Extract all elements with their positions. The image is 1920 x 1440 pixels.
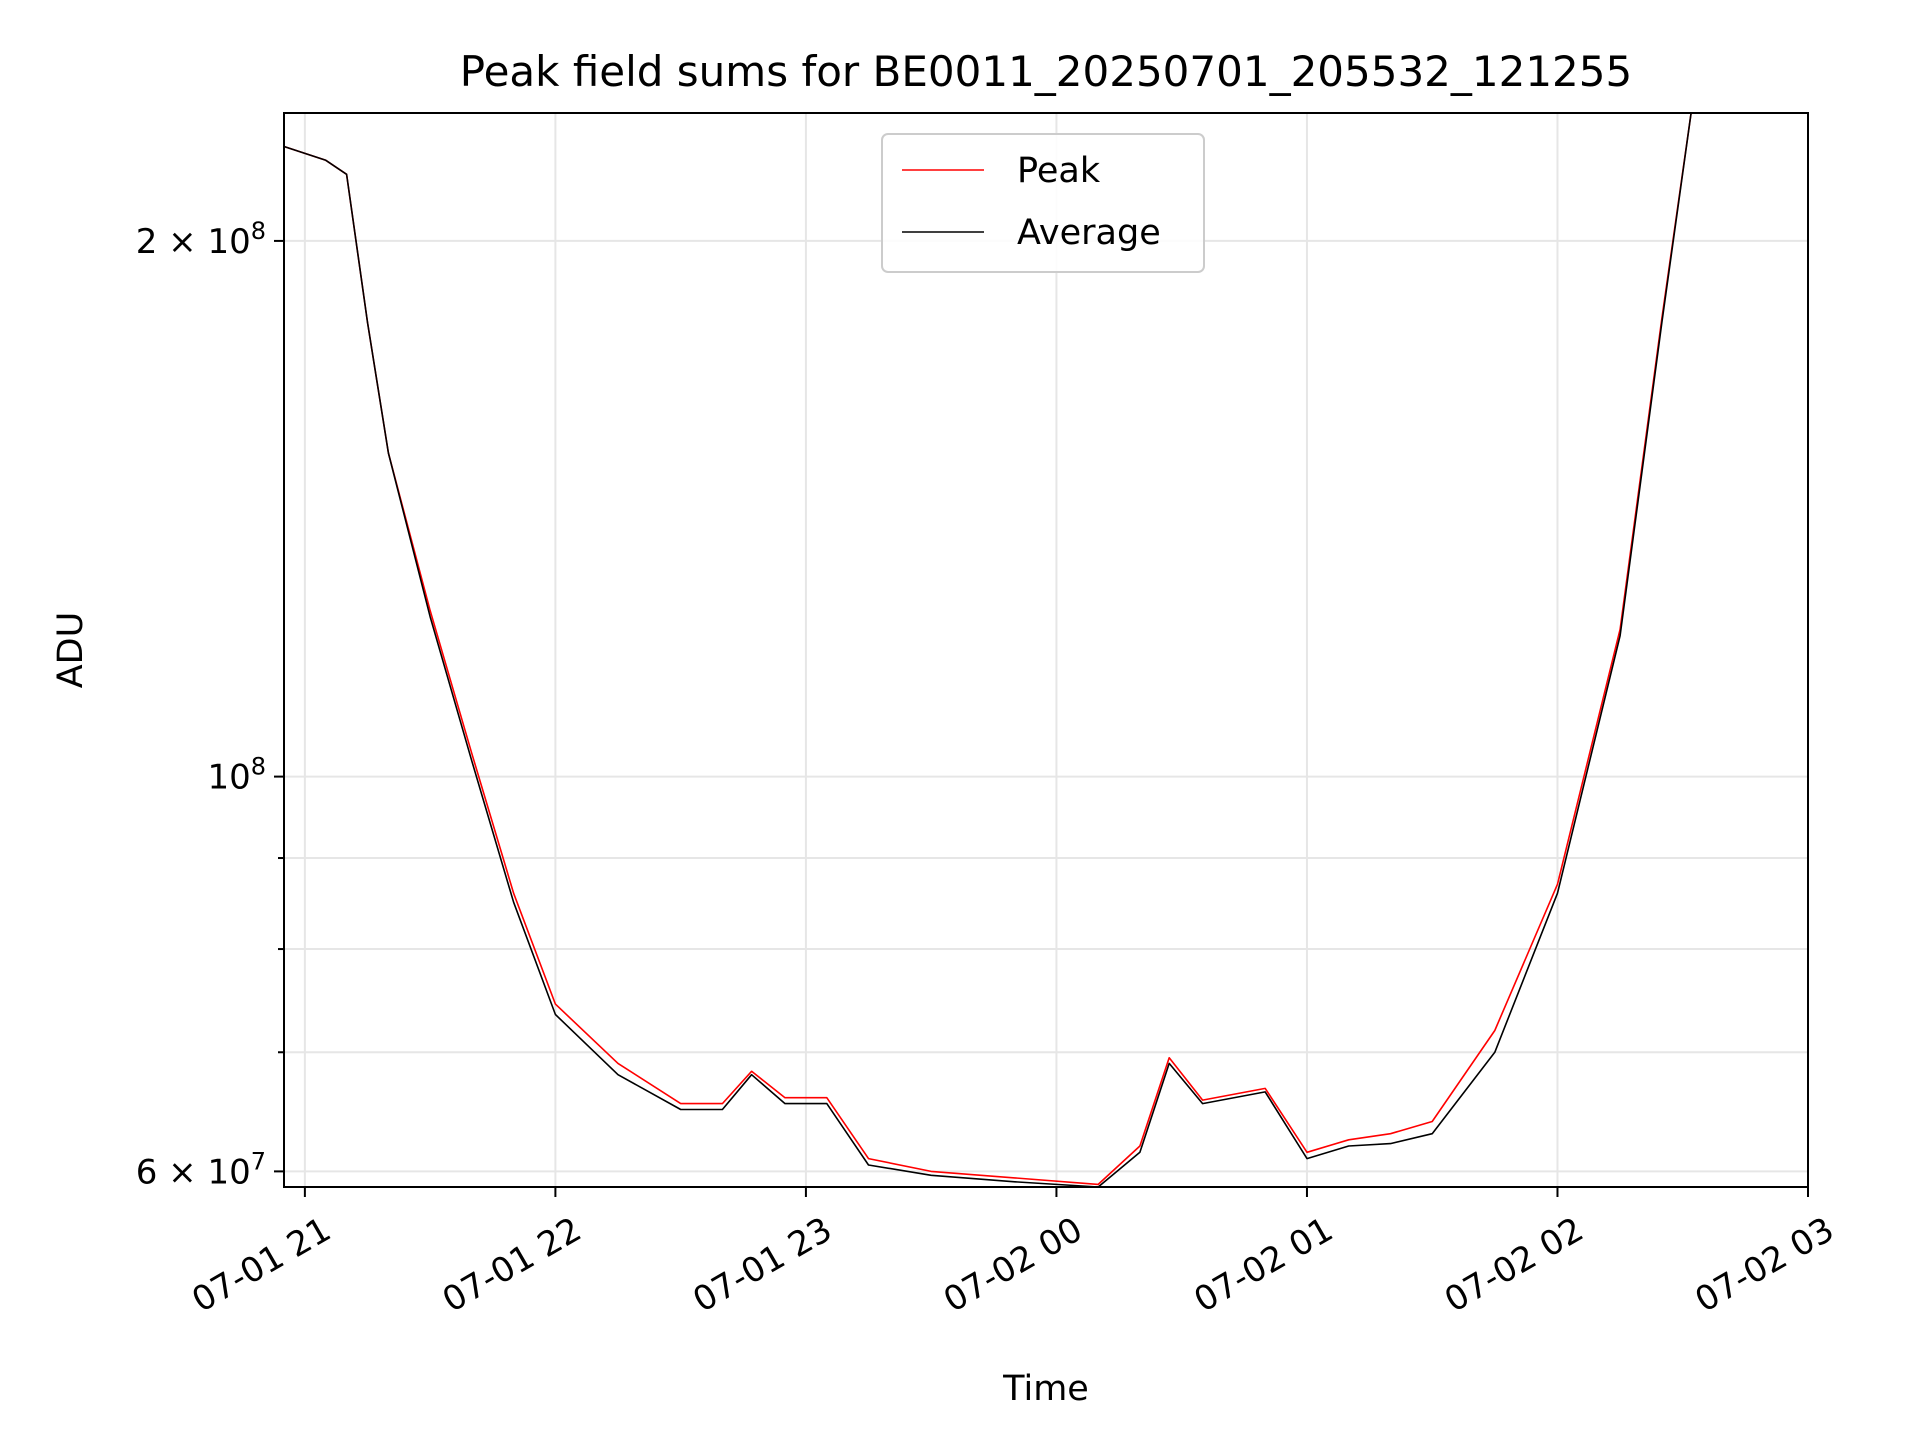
- series-line-peak: [283, 112, 1692, 1186]
- legend: Peak Average: [881, 133, 1205, 273]
- series-line-average: [283, 112, 1692, 1188]
- legend-label-peak: Peak: [1017, 151, 1101, 191]
- legend-label-average: Average: [1017, 213, 1161, 253]
- x-axis-label: Time: [1002, 1369, 1089, 1409]
- legend-box: [881, 133, 1205, 273]
- y-tick-label: 6 × 107: [136, 1147, 266, 1192]
- chart-title: Peak field sums for BE0011_20250701_2055…: [460, 47, 1632, 96]
- series-layer: [283, 112, 1692, 1188]
- grid: [284, 113, 1809, 1187]
- y-tick-label: 108: [207, 753, 266, 798]
- y-tick-label: 2 × 108: [136, 217, 266, 262]
- y-axis-label: ADU: [51, 612, 91, 689]
- plot-frame: [283, 112, 1809, 1188]
